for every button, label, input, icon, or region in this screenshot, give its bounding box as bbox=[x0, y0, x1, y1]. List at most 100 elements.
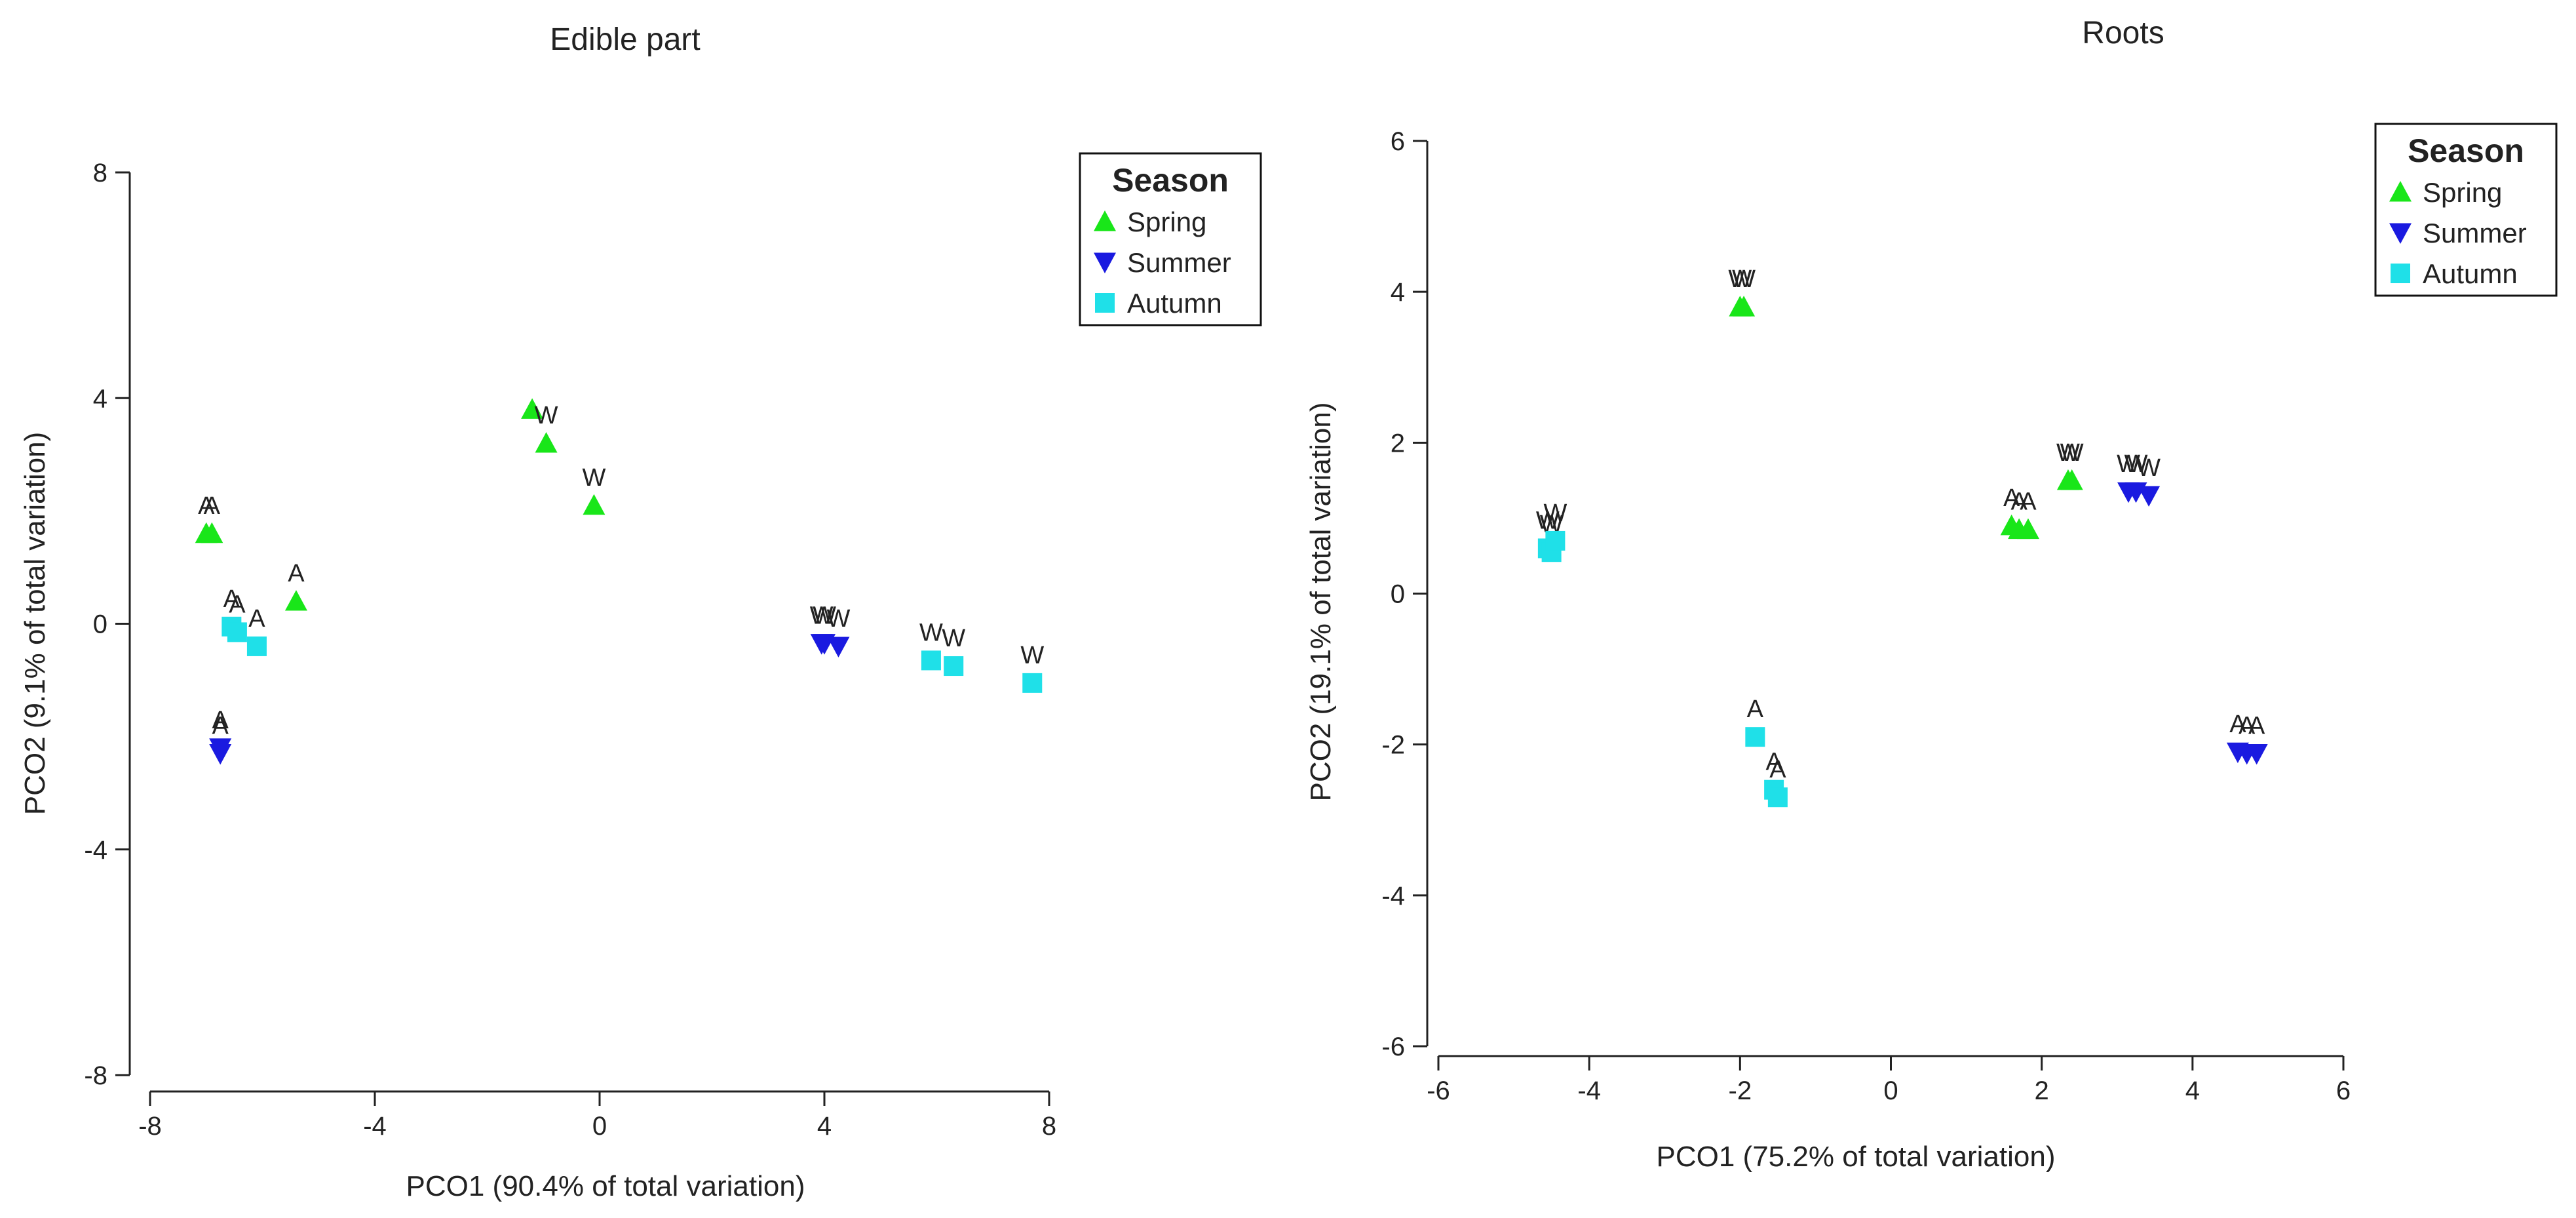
legend-entry-spring: Spring bbox=[1127, 206, 1206, 237]
x-tick-label: 2 bbox=[2035, 1076, 2049, 1105]
point-label: A bbox=[2248, 712, 2265, 739]
legend-marker-autumn bbox=[1095, 293, 1115, 313]
point-label: A bbox=[204, 492, 221, 520]
x-tick-label: -2 bbox=[1729, 1076, 1752, 1105]
x-tick-label: 8 bbox=[1042, 1112, 1056, 1141]
y-tick-label: -4 bbox=[1381, 882, 1405, 911]
point-label: W bbox=[2060, 439, 2084, 467]
y-tick-label: 4 bbox=[1391, 278, 1405, 307]
point-label: W bbox=[1732, 265, 1756, 293]
x-tick-label: -4 bbox=[363, 1112, 387, 1141]
x-tick-label: 4 bbox=[817, 1112, 832, 1141]
data-point-autumn bbox=[1545, 530, 1566, 551]
legend: Season Spring Summer Autumn bbox=[2374, 123, 2558, 297]
point-label: W bbox=[1536, 507, 1560, 534]
point-label: A bbox=[223, 585, 240, 613]
legend-entry-summer: Summer bbox=[2423, 218, 2527, 248]
point-label: W bbox=[813, 602, 836, 630]
point-label: W bbox=[942, 625, 965, 652]
point-label: A bbox=[212, 712, 229, 739]
data-point-spring bbox=[583, 494, 606, 515]
data-point-autumn bbox=[921, 650, 941, 671]
point-label: W bbox=[535, 402, 558, 429]
data-point-summer bbox=[827, 637, 850, 658]
y-tick-label: 2 bbox=[1391, 429, 1405, 458]
y-tick-label: -2 bbox=[1381, 731, 1405, 760]
point-label: A bbox=[248, 605, 265, 633]
x-tick-label: 0 bbox=[1883, 1076, 1898, 1105]
data-point-summer bbox=[2138, 486, 2161, 507]
data-point-autumn bbox=[246, 636, 267, 656]
legend: Season Spring Summer Autumn bbox=[1079, 152, 1262, 326]
x-tick-label: 4 bbox=[2185, 1076, 2200, 1105]
chart-roots: Roots -6 -4 -2 0 2 4 6 6 4 2 0 -2 -4 -6 PCO1 (75.2% of … bbox=[1305, 16, 2558, 1173]
x-tick-label: -6 bbox=[1427, 1076, 1450, 1105]
y-tick-label: 4 bbox=[93, 384, 107, 413]
y-tick-label: 0 bbox=[93, 610, 107, 639]
chart-edible-part: Edible part -8 -4 0 4 8 8 4 0 -4 -8 PCO1 (90.4% of … bbox=[19, 22, 1262, 1202]
point-label: W bbox=[1728, 265, 1752, 293]
point-label: A bbox=[2229, 711, 2246, 738]
legend-title: Season bbox=[1112, 162, 1229, 199]
point-label: W bbox=[1020, 642, 1044, 669]
data-point-autumn bbox=[1022, 673, 1043, 693]
point-label: W bbox=[2124, 450, 2148, 478]
y-tick-label: 0 bbox=[1391, 580, 1405, 609]
data-point-spring bbox=[535, 432, 558, 453]
y-tick-label: -8 bbox=[84, 1061, 107, 1090]
point-label: A bbox=[1765, 749, 1782, 776]
data-point-summer bbox=[209, 743, 232, 765]
point-label: A bbox=[212, 707, 229, 734]
point-label: A bbox=[2003, 484, 2020, 512]
data-point-autumn bbox=[1745, 727, 1765, 747]
point-label: A bbox=[2010, 488, 2028, 516]
point-label: W bbox=[919, 619, 943, 646]
data-point-spring bbox=[1733, 296, 1756, 317]
data-point-autumn bbox=[227, 622, 247, 642]
point-label: A bbox=[1747, 696, 1764, 723]
legend-marker-autumn bbox=[2391, 264, 2410, 283]
x-tick-label: 0 bbox=[592, 1112, 607, 1141]
data-point-spring bbox=[201, 522, 223, 543]
y-tick-label: -4 bbox=[84, 836, 107, 865]
point-label: A bbox=[288, 560, 305, 587]
x-tick-label: 6 bbox=[2336, 1076, 2351, 1105]
point-label: A bbox=[198, 492, 215, 520]
point-label: A bbox=[229, 591, 246, 618]
legend-marker-spring bbox=[2389, 181, 2412, 202]
legend-marker-spring bbox=[1094, 210, 1116, 231]
x-tick-label: -8 bbox=[138, 1112, 162, 1141]
point-label: W bbox=[2137, 454, 2161, 482]
legend-entry-summer: Summer bbox=[1127, 247, 1231, 278]
point-label: A bbox=[2020, 488, 2037, 516]
y-axis-title: PCO2 (9.1% of total variation) bbox=[19, 432, 51, 815]
point-label: A bbox=[1769, 756, 1786, 783]
data-point-spring bbox=[521, 398, 544, 419]
data-point-spring bbox=[284, 590, 307, 611]
point-label: W bbox=[1543, 500, 1567, 527]
point-label: W bbox=[810, 602, 834, 630]
point-label: W bbox=[827, 605, 851, 633]
data-point-autumn bbox=[1767, 787, 1788, 808]
point-label: W bbox=[2056, 439, 2080, 467]
x-axis-title: PCO1 (75.2% of total variation) bbox=[1657, 1141, 2056, 1173]
legend-entry-spring: Spring bbox=[2423, 177, 2502, 208]
y-tick-label: 8 bbox=[93, 159, 107, 187]
y-tick-label: 6 bbox=[1391, 127, 1405, 156]
legend-entry-autumn: Autumn bbox=[2423, 258, 2518, 289]
y-tick-label: -6 bbox=[1381, 1032, 1405, 1061]
chart-title: Edible part bbox=[550, 22, 700, 57]
x-axis-title: PCO1 (90.4% of total variation) bbox=[406, 1170, 805, 1202]
data-point-spring bbox=[2060, 469, 2083, 490]
x-tick-label: -4 bbox=[1577, 1076, 1601, 1105]
point-label: W bbox=[2117, 450, 2140, 478]
legend-marker-summer bbox=[1094, 252, 1116, 273]
legend-entry-autumn: Autumn bbox=[1127, 288, 1222, 319]
